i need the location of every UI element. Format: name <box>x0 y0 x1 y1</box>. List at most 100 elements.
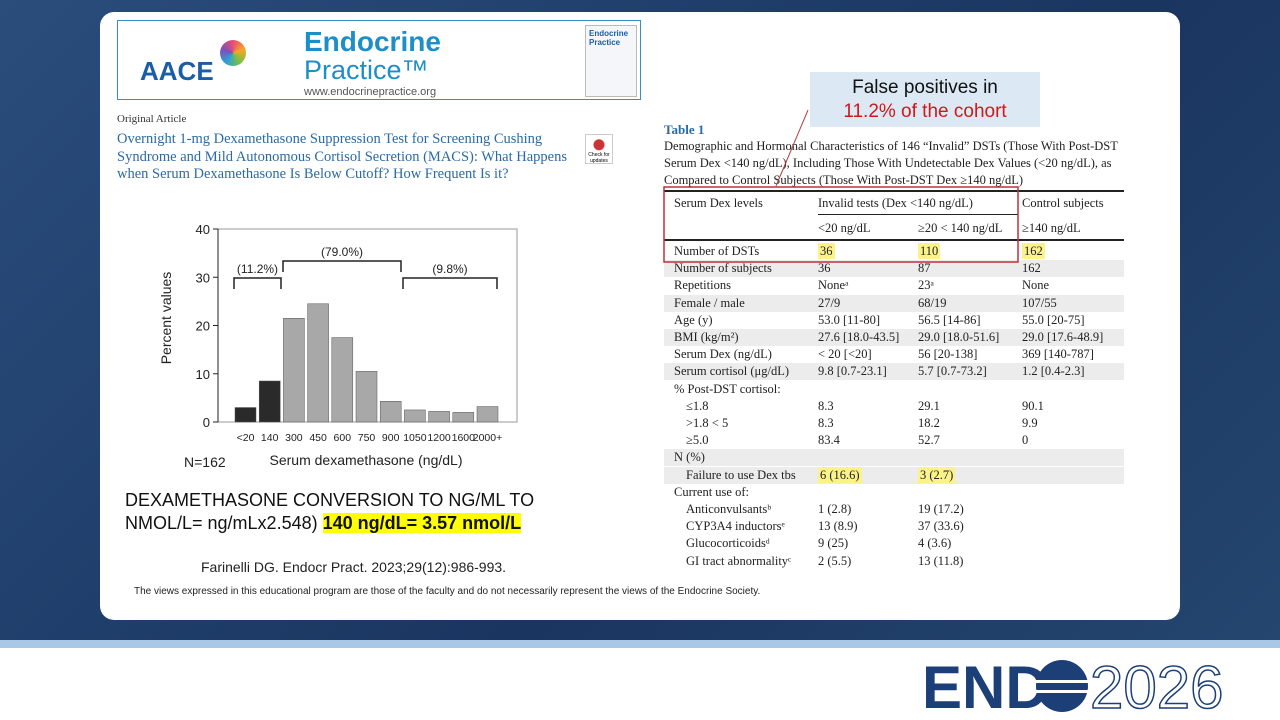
x-tick-label: 300 <box>285 432 303 444</box>
row-shade <box>664 363 1124 381</box>
table-cell: < 20 [<20] <box>818 347 872 362</box>
n-label: N=162 <box>184 454 226 470</box>
table-cell: Female / male <box>674 295 745 310</box>
x-tick-label: 750 <box>358 432 376 444</box>
table-cell: 9.8 [0.7-23.1] <box>818 364 887 379</box>
table-cell: Current use of: <box>674 484 749 499</box>
table-cell: 29.1 <box>918 398 940 413</box>
table-cell: 53.0 [11-80] <box>818 312 881 327</box>
table-cell: 0 <box>1022 433 1029 448</box>
bar <box>283 318 305 423</box>
bar <box>379 401 402 423</box>
callout-text: False positives in <box>852 77 998 98</box>
x-tick-label: 1200 <box>427 432 451 444</box>
y-tick-label: 0 <box>203 415 210 430</box>
citation: Farinelli DG. Endocr Pract. 2023;29(12):… <box>201 559 507 575</box>
table-cell: 27.6 [18.0-43.5] <box>818 330 900 344</box>
conversion-note: DEXAMETHASONE CONVERSION TO NG/ML TO NMO… <box>125 489 605 535</box>
bracket <box>282 260 402 272</box>
row-shade <box>664 294 1124 312</box>
table-subheader: ≥20 < 140 ng/dL <box>918 221 1003 235</box>
table-cell: 27/9 <box>818 295 841 310</box>
table-cell: 56.5 [14-86] <box>918 312 981 327</box>
table-header: Invalid tests (Dex <140 ng/dL) <box>818 196 973 210</box>
article-kind: Original Article <box>117 113 187 125</box>
bar <box>452 412 475 423</box>
x-tick-label: 1050 <box>403 432 427 444</box>
table-cell: 162 <box>1022 261 1041 276</box>
table-cell: ≥5.0 <box>686 433 709 448</box>
table-rule <box>664 190 1124 192</box>
table-cell: N (%) <box>674 450 705 465</box>
disclaimer: The views expressed in this educational … <box>134 586 761 597</box>
y-tick-label: 40 <box>196 222 210 237</box>
table-cell: 55.0 [20-75] <box>1022 312 1085 327</box>
table-cell: 19 (17.2) <box>918 502 964 516</box>
table-cell: 37 (33.6) <box>918 519 964 534</box>
bracket <box>233 277 282 289</box>
footer-stripe <box>0 640 1280 648</box>
table-cell: 110 <box>918 243 941 259</box>
bar <box>234 407 257 423</box>
table-cell: Age (y) <box>674 312 713 327</box>
table-cell: GI tract abnormalityᶜ <box>686 553 792 568</box>
table-cell: 4 (3.6) <box>918 536 952 551</box>
table-cell: 29.0 [17.6-48.9] <box>1022 330 1104 344</box>
table-rule <box>664 239 1124 241</box>
table-cell: 83.4 <box>818 433 840 448</box>
table-cell: 8.3 <box>818 416 834 430</box>
journal-name: Practice™ <box>304 55 429 85</box>
table-cell: 9.9 <box>1022 416 1038 430</box>
x-tick-label: 450 <box>309 432 327 444</box>
table-cell: 56 [20-138] <box>918 347 978 362</box>
table-cell: 23ᵃ <box>918 278 934 293</box>
table-subheader: <20 ng/dL <box>818 221 871 235</box>
table-cell: 13 (8.9) <box>818 519 858 534</box>
journal-cover: Endocrine Practice <box>585 25 637 97</box>
table-cell: 9 (25) <box>818 536 849 551</box>
footer-logo: END <box>922 654 1049 720</box>
table-cell: 87 <box>918 261 931 276</box>
bar <box>404 409 426 423</box>
callout-pointer <box>775 109 809 187</box>
conversion-text: DEXAMETHASONE CONVERSION TO NG/ML TO NMO… <box>125 490 535 533</box>
journal-url: www.endocrinepractice.org <box>304 86 437 98</box>
row-shade <box>664 260 1124 278</box>
bar <box>331 337 354 423</box>
table-header: Control subjects <box>1022 196 1104 210</box>
table-cell: % Post-DST cortisol: <box>674 381 781 396</box>
table-cell: Glucocorticoidsᵈ <box>686 536 770 551</box>
x-tick-label: 2000+ <box>473 432 503 444</box>
table-cell: Number of DSTs <box>674 244 760 258</box>
society-logo: AACE <box>140 56 214 86</box>
table-cell: 107/55 <box>1022 295 1057 310</box>
y-axis-label: Percent values <box>158 272 174 365</box>
table-rule <box>818 214 1018 215</box>
table-cell: 36 <box>818 261 831 276</box>
table-cell: 13 (11.8) <box>918 553 964 568</box>
table-cell: ≤1.8 <box>686 398 709 413</box>
row-shade <box>664 449 1124 467</box>
table-cell: 2 (5.5) <box>818 553 852 568</box>
row-shade <box>664 329 1124 346</box>
footer-logo: 2026 <box>1090 654 1223 720</box>
table-cell: BMI (kg/m²) <box>674 330 739 344</box>
table-cell: Anticonvulsantsᵇ <box>686 502 772 516</box>
table-label: Table 1 <box>664 122 705 137</box>
table-cell: >1.8 < 5 <box>686 416 729 430</box>
journal-name: Endocrine <box>304 26 441 57</box>
table-cell: 29.0 [18.0-51.6] <box>918 330 1000 344</box>
highlight-frame <box>663 186 1019 263</box>
table-cell: 369 [140-787] <box>1022 347 1094 362</box>
x-tick-label: <20 <box>237 432 255 444</box>
table-cell: 90.1 <box>1022 398 1044 413</box>
article-title: Overnight 1-mg Dexamethasone Suppression… <box>117 131 568 182</box>
y-tick-label: 30 <box>196 270 210 285</box>
row-shade <box>664 466 1124 484</box>
table-cell: 8.3 <box>818 398 834 413</box>
table-cell: 1.2 [0.4-2.3] <box>1022 364 1085 379</box>
footer-logo-o <box>1036 660 1088 712</box>
bracket-label: (11.2%) <box>237 262 278 276</box>
